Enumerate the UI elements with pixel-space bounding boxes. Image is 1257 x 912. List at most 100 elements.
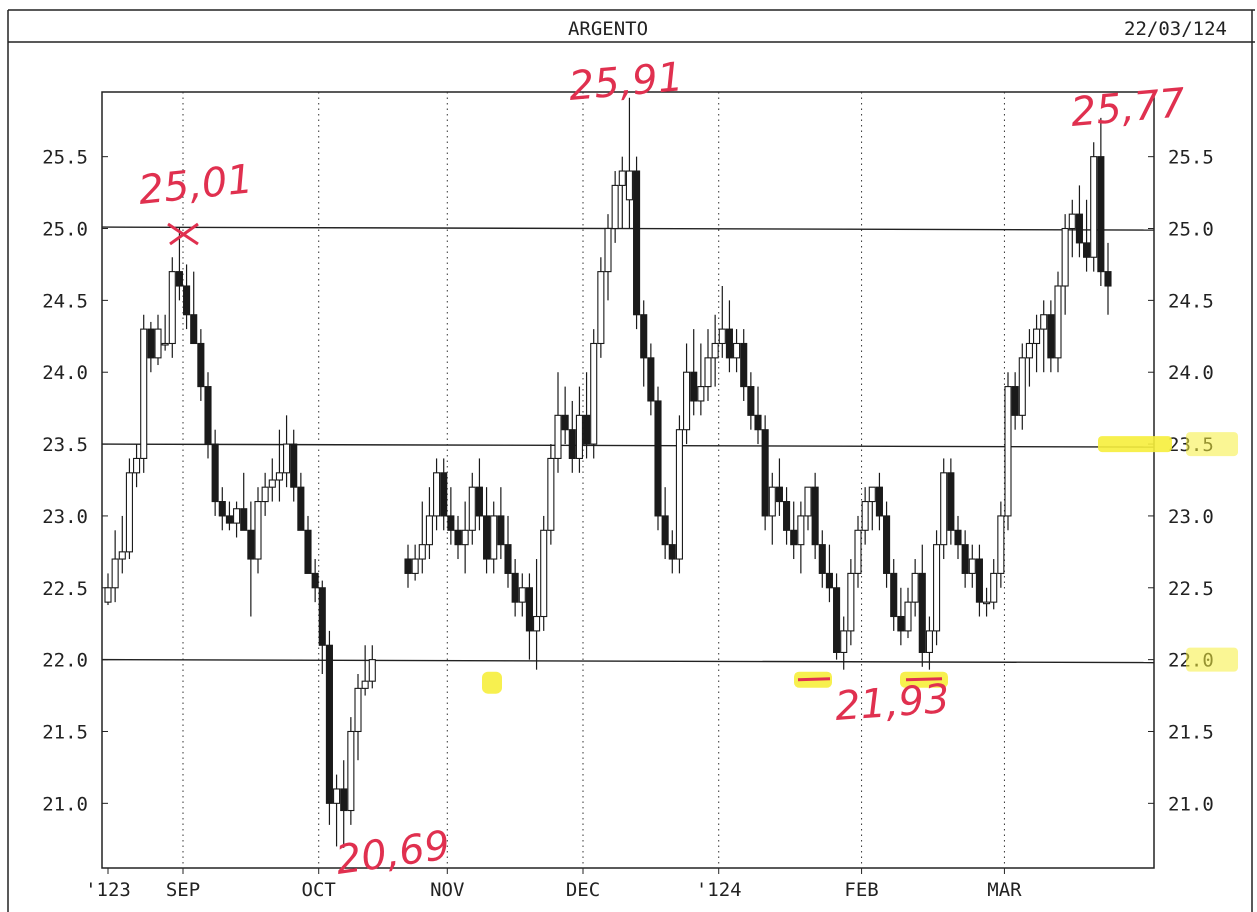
candle-body bbox=[597, 271, 605, 345]
candle-body bbox=[647, 357, 655, 402]
candle-body bbox=[754, 414, 762, 431]
candle-body bbox=[697, 386, 705, 402]
candle-body bbox=[183, 285, 191, 316]
candle-body bbox=[611, 184, 619, 230]
candle-body bbox=[1061, 227, 1069, 287]
candle-body bbox=[747, 386, 755, 416]
candle-body bbox=[625, 170, 633, 201]
annotation-sep-high: 25,01 bbox=[136, 156, 255, 214]
candle-body bbox=[175, 271, 183, 287]
candle-body bbox=[568, 429, 576, 459]
candle-body bbox=[818, 544, 826, 574]
candle-body bbox=[833, 587, 841, 653]
candle-body bbox=[511, 572, 519, 603]
candle-body bbox=[468, 486, 476, 531]
x-tick-label: DEC bbox=[566, 879, 600, 901]
candle-body bbox=[154, 328, 162, 359]
candle-body bbox=[140, 328, 148, 459]
candle-body bbox=[283, 443, 291, 474]
candle-body bbox=[240, 508, 248, 531]
candle-body bbox=[1040, 314, 1048, 330]
candle-body bbox=[461, 529, 469, 546]
candle-body bbox=[918, 572, 926, 653]
horizontal-level-line bbox=[101, 658, 1155, 664]
candle-body bbox=[675, 429, 683, 560]
y-tick-label-left: 21.0 bbox=[42, 793, 88, 815]
horizontal-level-line bbox=[101, 443, 1155, 448]
candle-body bbox=[518, 587, 526, 603]
y-tick-label-right: 21.5 bbox=[1168, 721, 1214, 743]
annotation-mar-high: 25,77 bbox=[1069, 80, 1188, 136]
candle-body bbox=[1011, 386, 1019, 416]
y-tick-label-right: 22.5 bbox=[1168, 578, 1214, 600]
highlight-level-23-5 bbox=[1098, 436, 1172, 453]
candle-body bbox=[911, 572, 919, 603]
candle-body bbox=[125, 472, 133, 553]
candle-body bbox=[704, 357, 712, 388]
candle-body bbox=[761, 429, 769, 517]
candle-body bbox=[218, 501, 226, 517]
candle-body bbox=[547, 457, 555, 531]
candle-body bbox=[961, 544, 969, 574]
horizontal-levels bbox=[101, 226, 1155, 664]
x-axis: '123 SEP OCT NOV DEC '124 FEB MAR bbox=[85, 868, 1022, 901]
y-tick-label-right: 21.0 bbox=[1168, 793, 1214, 815]
candle-body bbox=[804, 486, 812, 517]
candle-body bbox=[933, 544, 941, 632]
candle-body bbox=[425, 515, 433, 546]
candle-body bbox=[1075, 213, 1083, 244]
candle-body bbox=[204, 386, 212, 445]
y-tick-label-right: 25.5 bbox=[1168, 147, 1214, 169]
candle-body bbox=[740, 342, 748, 388]
y-tick-label-right: 25.0 bbox=[1168, 219, 1214, 241]
candle-body bbox=[654, 400, 662, 517]
candle-body bbox=[361, 680, 369, 689]
candle-body bbox=[890, 572, 898, 618]
candle-body bbox=[111, 558, 119, 589]
y-tick-label-right: 24.0 bbox=[1168, 362, 1214, 384]
candle-body bbox=[883, 515, 891, 574]
candle-body bbox=[1047, 314, 1055, 359]
candle-body bbox=[297, 486, 305, 531]
x-tick-label: '124 bbox=[696, 879, 742, 901]
y-axis-right: 25.525.024.524.023.523.022.522.021.521.0 bbox=[1148, 147, 1214, 815]
y-tick-label-left: 23.5 bbox=[42, 434, 88, 456]
cross-mark bbox=[167, 222, 199, 246]
candle-body bbox=[583, 414, 591, 445]
candle-body bbox=[411, 558, 419, 574]
candle-body bbox=[504, 544, 512, 574]
candle-body bbox=[904, 601, 912, 632]
candle-body bbox=[475, 486, 483, 517]
y-tick-label-left: 22.0 bbox=[42, 650, 88, 672]
y-tick-label-left: 24.0 bbox=[42, 362, 88, 384]
candle-body bbox=[268, 479, 276, 488]
candle-body bbox=[590, 342, 598, 445]
candle-body bbox=[1097, 156, 1105, 273]
candle-body bbox=[711, 342, 719, 359]
candle-body bbox=[418, 544, 426, 560]
candle-body bbox=[925, 630, 933, 653]
candle-body bbox=[225, 515, 233, 524]
candle-body bbox=[897, 615, 905, 632]
x-tick-label: OCT bbox=[302, 879, 336, 901]
candle-body bbox=[197, 342, 205, 388]
candle-body bbox=[954, 529, 962, 546]
candle-body bbox=[640, 314, 648, 359]
highlight-label-23-5 bbox=[1186, 432, 1238, 457]
candle-body bbox=[133, 457, 141, 474]
candle-body bbox=[1083, 242, 1091, 258]
plot-area bbox=[101, 91, 1155, 869]
candle-body bbox=[161, 342, 169, 346]
candle-body bbox=[118, 551, 126, 560]
candle-body bbox=[940, 472, 948, 546]
y-tick-label-left: 24.5 bbox=[42, 290, 88, 312]
candle-body bbox=[811, 486, 819, 546]
candle-body bbox=[540, 529, 548, 618]
y-tick-label-left: 21.5 bbox=[42, 721, 88, 743]
chart-date: 22/03/124 bbox=[1124, 18, 1227, 40]
candle-body bbox=[290, 443, 298, 488]
candle-body bbox=[840, 630, 848, 653]
candle-body bbox=[875, 486, 883, 517]
y-tick-label-left: 25.0 bbox=[42, 219, 88, 241]
candle-body bbox=[254, 501, 262, 560]
